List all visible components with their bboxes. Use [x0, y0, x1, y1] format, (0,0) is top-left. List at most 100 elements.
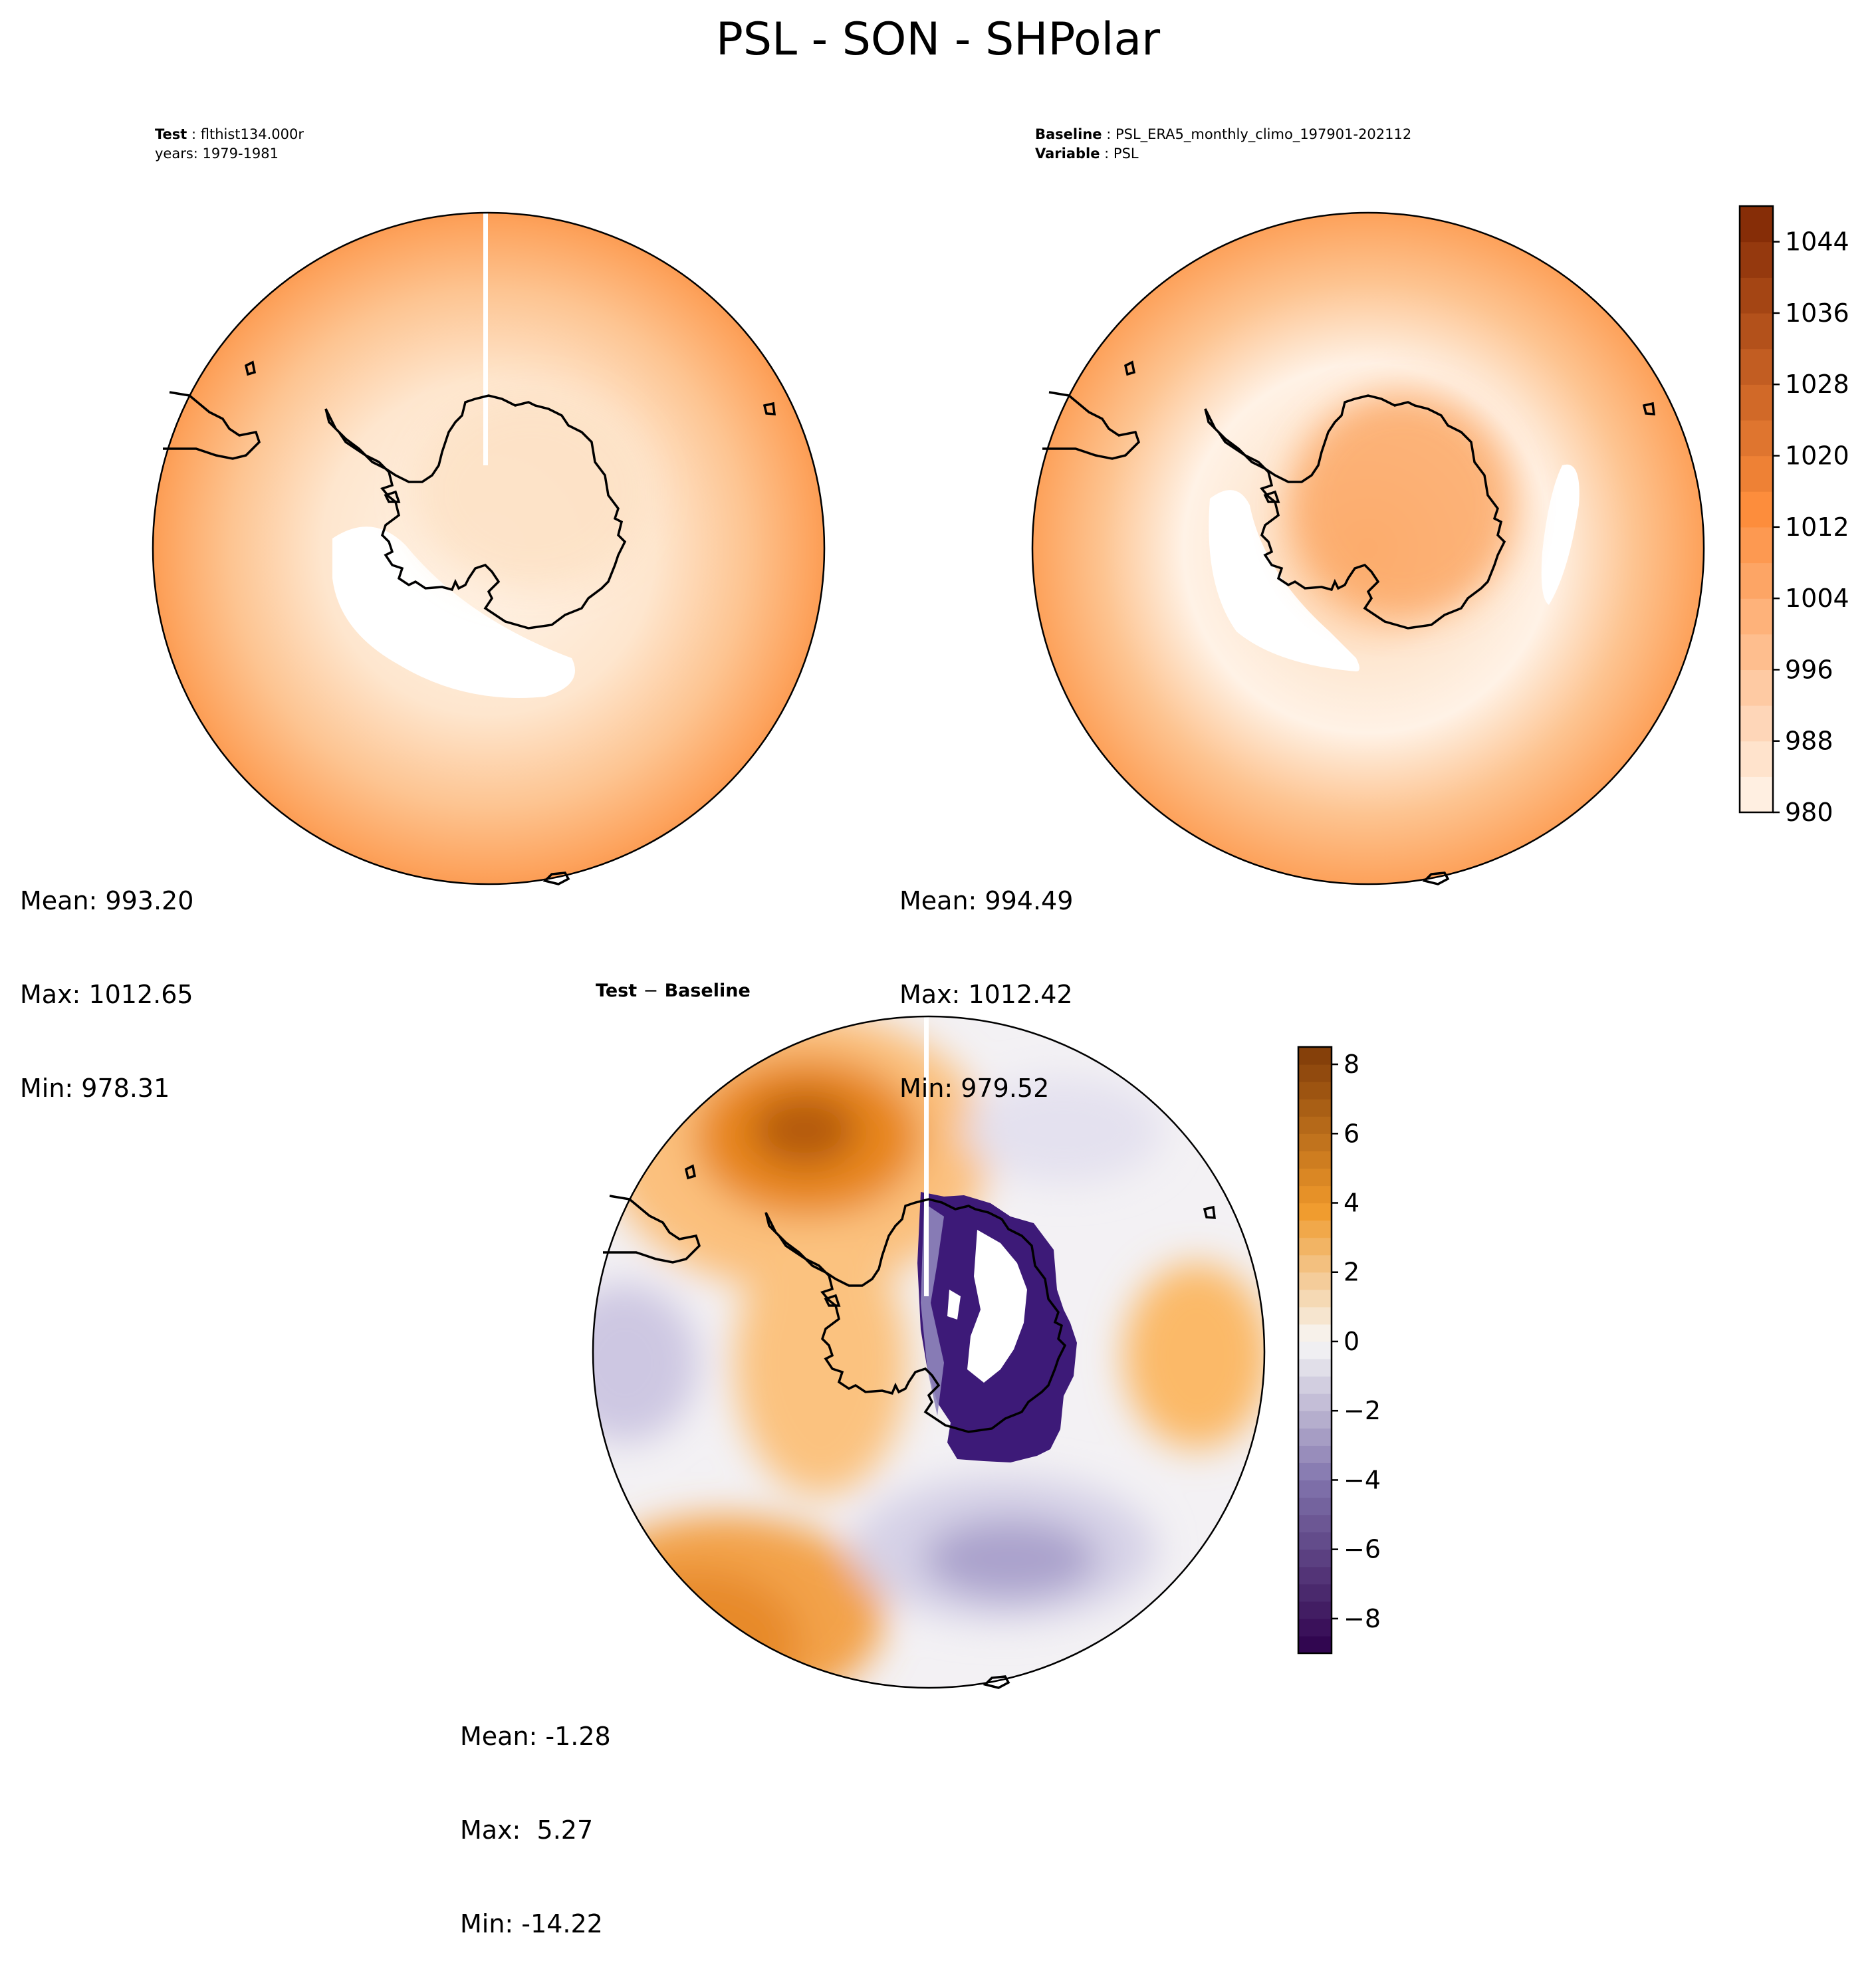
baseline-low-pressure-region-east [1541, 464, 1580, 605]
diff-colorbar-tick-label: 6 [1344, 1119, 1359, 1148]
baseline-stat-mean: Mean: 994.49 [899, 886, 1074, 915]
new-zealand-tip [983, 1675, 1010, 1689]
diff-stats: Mean: -1.28 Max: 5.27 Min: -14.22 [460, 1659, 611, 1971]
diff-colorbar-tick-label: 2 [1344, 1258, 1359, 1287]
new-zealand-tip [542, 871, 570, 885]
diff-coastlines [603, 1164, 1217, 1689]
baseline-label-value: PSL_ERA5_monthly_climo_197901-202112 [1115, 126, 1412, 142]
baseline-label-key: Baseline [1035, 126, 1102, 142]
diff-colorbar-segment [1298, 1514, 1332, 1533]
kerguelen [1642, 402, 1656, 415]
main-colorbar-tick-label: 1036 [1785, 298, 1849, 328]
diff-colorbar-segment [1298, 1480, 1332, 1498]
main-colorbar-tick-label: 1012 [1785, 513, 1849, 542]
main-colorbar-tick-label: 1028 [1785, 370, 1849, 399]
diff-colorbar-segment [1298, 1393, 1332, 1411]
main-colorbar-segment [1740, 348, 1773, 385]
diff-header: Test − Baseline [596, 981, 751, 1000]
baseline-stat-max: Max: 1012.42 [899, 980, 1073, 1009]
test-label-value: flthist134.000r [200, 126, 304, 142]
diff-colorbar-segment [1298, 1601, 1332, 1619]
main-colorbar-tick-label: 996 [1785, 655, 1833, 684]
diff-negative-west [593, 1283, 698, 1443]
diff-colorbar-segment [1298, 1411, 1332, 1429]
main-colorbar-segment [1740, 526, 1773, 564]
diff-colorbar-tick-label: −6 [1344, 1535, 1381, 1564]
baseline-header: Baseline : PSL_ERA5_monthly_climo_197901… [1035, 126, 1412, 162]
main-colorbar-segment [1740, 705, 1773, 742]
diff-colorbar-tick-label: 4 [1344, 1189, 1359, 1218]
test-map [152, 211, 826, 885]
main-colorbar-segment [1740, 562, 1773, 599]
diff-colorbar-segment [1298, 1497, 1332, 1516]
diff-map-boundary [592, 1015, 1266, 1689]
test-stat-max: Max: 1012.65 [20, 980, 193, 1009]
diff-colorbar-tick-label: 8 [1344, 1050, 1359, 1079]
diff-colorbar-segment [1298, 1566, 1332, 1585]
diff-colorbar-tick-label: −2 [1344, 1396, 1381, 1425]
diff-colorbar-segment [1298, 1583, 1332, 1602]
falklands [1123, 360, 1136, 376]
diff-colorbar-segment [1298, 1376, 1332, 1394]
diff-colorbar-segment [1298, 1133, 1332, 1151]
main-colorbar-segment [1740, 384, 1773, 421]
falklands [684, 1164, 697, 1180]
main-colorbar-segment [1740, 312, 1773, 350]
test-coastlines [163, 360, 776, 885]
main-colorbar-tick-label: 1004 [1785, 584, 1849, 613]
diff-colorbar-segment [1298, 1168, 1332, 1187]
south-america-tip [163, 391, 261, 460]
diff-negative-south-core [924, 1519, 1097, 1599]
baseline-low-pressure-region [1209, 490, 1359, 671]
diff-colorbar-segment [1298, 1185, 1332, 1204]
main-colorbar-segment [1740, 598, 1773, 635]
test-stats: Mean: 993.20 Max: 1012.65 Min: 978.31 [20, 823, 193, 1135]
diff-colorbar-tick-label: −4 [1344, 1465, 1381, 1494]
test-header: Test : flthist134.000r years: 1979-1981 [155, 125, 304, 164]
diff-stat-mean: Mean: -1.28 [460, 1722, 611, 1751]
diff-colorbar-segment [1298, 1549, 1332, 1567]
diff-negative-northeast [964, 1077, 1163, 1183]
main-colorbar-segment [1740, 419, 1773, 457]
test-label-key: Test [155, 126, 187, 142]
main-colorbar-tick-label: 988 [1785, 727, 1833, 756]
diff-colorbar-segment [1298, 1462, 1332, 1481]
main-colorbar-segment [1740, 491, 1773, 528]
diff-map [592, 1015, 1266, 1689]
diff-colorbar-frame [1297, 1046, 1333, 1655]
variable-label-value: PSL [1113, 146, 1139, 162]
diff-colorbar-segment [1298, 1618, 1332, 1637]
diff-colorbar-segment [1298, 1203, 1332, 1221]
islands [1263, 490, 1280, 503]
diff-colorbar-segment [1298, 1116, 1332, 1134]
figure-title: PSL - SON - SHPolar [715, 13, 1161, 66]
islands [384, 490, 401, 503]
diff-title-baseline: Baseline [664, 981, 751, 1001]
colorbar-diff: 8 6 4 2 0 −2 −4 −6 −8 [1297, 1046, 1381, 1655]
diff-missing-region-small [947, 1290, 961, 1320]
test-seam-line [483, 213, 488, 465]
test-stat-mean: Mean: 993.20 [20, 886, 194, 915]
diff-seam-line [924, 1016, 929, 1296]
diff-colorbar-segment [1298, 1324, 1332, 1342]
diff-stat-max: Max: 5.27 [460, 1815, 594, 1845]
diff-title-test: Test [596, 981, 638, 1001]
diff-colorbar-segment [1298, 1341, 1332, 1359]
new-zealand-tip [1422, 871, 1450, 885]
baseline-map-boundary [1031, 211, 1705, 885]
south-america-tip [1042, 391, 1141, 460]
main-colorbar-segment [1740, 241, 1773, 278]
main-colorbar-segment [1740, 669, 1773, 706]
main-colorbar-tick-label: 1044 [1785, 227, 1849, 257]
figure-canvas: 1044 1036 1028 1020 1012 1004 996 988 980 8 6 4 2 0 −… [152, 205, 1849, 1689]
main-colorbar-tick-label: 980 [1785, 798, 1833, 827]
main-colorbar-tick-label: 1020 [1785, 441, 1849, 471]
diff-colorbar-segment [1298, 1220, 1332, 1238]
antarctica-coastline [324, 394, 627, 630]
diff-missing-region [967, 1230, 1027, 1383]
diff-colorbar-segment [1298, 1359, 1332, 1377]
diff-colorbar-segment [1298, 1428, 1332, 1446]
diff-colorbar-segment [1298, 1064, 1332, 1082]
diff-colorbar-segment [1298, 1099, 1332, 1117]
test-map-boundary [152, 211, 826, 885]
